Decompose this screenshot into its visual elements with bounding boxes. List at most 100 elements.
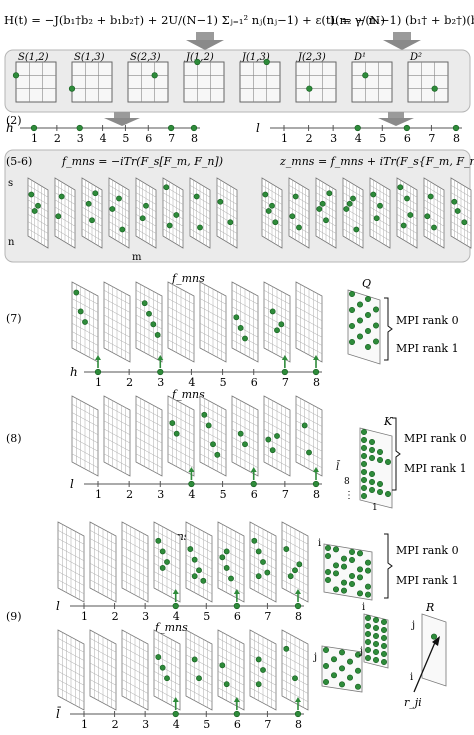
slab-grid bbox=[89, 563, 117, 578]
slab-grid bbox=[135, 290, 163, 305]
slab bbox=[189, 177, 211, 249]
data-dot bbox=[326, 190, 333, 197]
slab-grid bbox=[231, 428, 259, 444]
data-dot bbox=[362, 72, 369, 79]
slab-grid bbox=[199, 298, 227, 313]
left-dots bbox=[321, 645, 363, 693]
slab-grid bbox=[135, 412, 163, 427]
data-dot bbox=[269, 447, 276, 454]
data-dot bbox=[380, 626, 387, 633]
data-dot bbox=[281, 368, 288, 376]
data-dot bbox=[155, 654, 162, 660]
slab-grid bbox=[135, 192, 157, 205]
slab-grid bbox=[423, 228, 445, 241]
data-dot bbox=[159, 548, 166, 555]
tick-label: 4 bbox=[188, 376, 195, 389]
axis-n-label: n bbox=[8, 237, 15, 248]
slabs-section9 bbox=[57, 629, 309, 711]
slab-grid bbox=[121, 571, 149, 586]
slab bbox=[396, 177, 418, 249]
slab bbox=[54, 177, 76, 249]
hamiltonian-equation: H(t) = −J(b₁†b₂ + b₁b₂†) + 2U/(N−1) Σⱼ₌₁… bbox=[4, 13, 385, 27]
K-dots bbox=[359, 427, 393, 509]
data-dot bbox=[319, 200, 326, 207]
slab-grid bbox=[57, 662, 85, 678]
Q-dots bbox=[347, 289, 381, 365]
slab-grid bbox=[199, 323, 227, 338]
slab-grid bbox=[135, 206, 157, 220]
brace-path bbox=[384, 297, 393, 361]
Q-matrix bbox=[347, 289, 381, 365]
green-arrow-head bbox=[95, 355, 101, 360]
slab-grid bbox=[167, 453, 195, 468]
i-label-z: i bbox=[318, 538, 321, 549]
data-dot bbox=[368, 470, 375, 477]
data-dot bbox=[168, 124, 175, 132]
data-dot bbox=[312, 368, 320, 376]
data-dot bbox=[364, 646, 371, 653]
data-dot bbox=[360, 436, 367, 443]
slab-grid bbox=[153, 546, 181, 561]
slab-grid bbox=[162, 214, 184, 227]
fmns-tensor-stack bbox=[27, 177, 238, 249]
slab-grid bbox=[57, 530, 85, 545]
data-dot bbox=[283, 546, 290, 552]
slab-grid bbox=[315, 199, 337, 212]
arrow-lindblad-down bbox=[383, 32, 421, 50]
eight-label: 8 bbox=[344, 477, 350, 487]
slab-grid bbox=[27, 221, 49, 234]
slab-grid bbox=[103, 412, 131, 427]
slab-grid bbox=[54, 206, 76, 220]
axis-name: h bbox=[70, 365, 78, 379]
green-arrow-head bbox=[281, 355, 288, 360]
operator-grid bbox=[183, 61, 225, 103]
R-label: R bbox=[425, 601, 434, 614]
data-dot bbox=[332, 570, 339, 577]
slab-grid bbox=[108, 221, 130, 234]
slabs-section7 bbox=[71, 281, 323, 363]
data-dot bbox=[372, 322, 379, 329]
data-dot bbox=[400, 222, 407, 229]
slab-grid bbox=[71, 453, 99, 468]
data-dot bbox=[360, 484, 367, 491]
data-dot bbox=[274, 327, 280, 334]
data-dot bbox=[55, 213, 62, 220]
slab-grid bbox=[89, 671, 117, 686]
slab bbox=[167, 395, 195, 477]
data-dot bbox=[364, 614, 371, 621]
data-dot bbox=[89, 217, 95, 224]
matrix-face bbox=[323, 543, 373, 601]
data-dot bbox=[376, 488, 383, 495]
slab bbox=[71, 281, 99, 363]
slab bbox=[231, 395, 259, 477]
green-arrow-head bbox=[233, 697, 240, 702]
tick-label: 7 bbox=[168, 132, 175, 145]
slab-grid bbox=[295, 323, 323, 338]
slab-grid bbox=[135, 214, 157, 227]
axis-l-section2: 1 2 3 4 5 6 7 8 l bbox=[256, 121, 462, 145]
slab-grid bbox=[71, 306, 99, 321]
slab-grid bbox=[103, 298, 131, 313]
data-dot bbox=[364, 638, 371, 645]
data-dot bbox=[262, 191, 269, 198]
operator-label: D¹ bbox=[353, 52, 366, 63]
slab-grid bbox=[231, 290, 259, 305]
data-dot bbox=[250, 480, 257, 488]
slab-grid bbox=[71, 428, 99, 444]
slab-grid bbox=[81, 199, 103, 212]
slab-grid bbox=[185, 662, 213, 678]
slab-grid bbox=[167, 298, 195, 313]
slab-grid bbox=[185, 571, 213, 586]
slab-grid bbox=[71, 445, 99, 460]
slab-grid bbox=[89, 654, 117, 669]
slab-grid bbox=[288, 206, 310, 220]
data-dot bbox=[330, 672, 337, 679]
data-dot bbox=[364, 654, 371, 661]
axis-name: l bbox=[56, 599, 60, 613]
slab-grid bbox=[281, 654, 309, 669]
slab-grid bbox=[167, 404, 195, 419]
axis-h-section2: 1 2 3 4 5 6 7 8 h bbox=[6, 121, 200, 145]
data-dot bbox=[427, 193, 434, 200]
slab-grid bbox=[121, 554, 149, 570]
